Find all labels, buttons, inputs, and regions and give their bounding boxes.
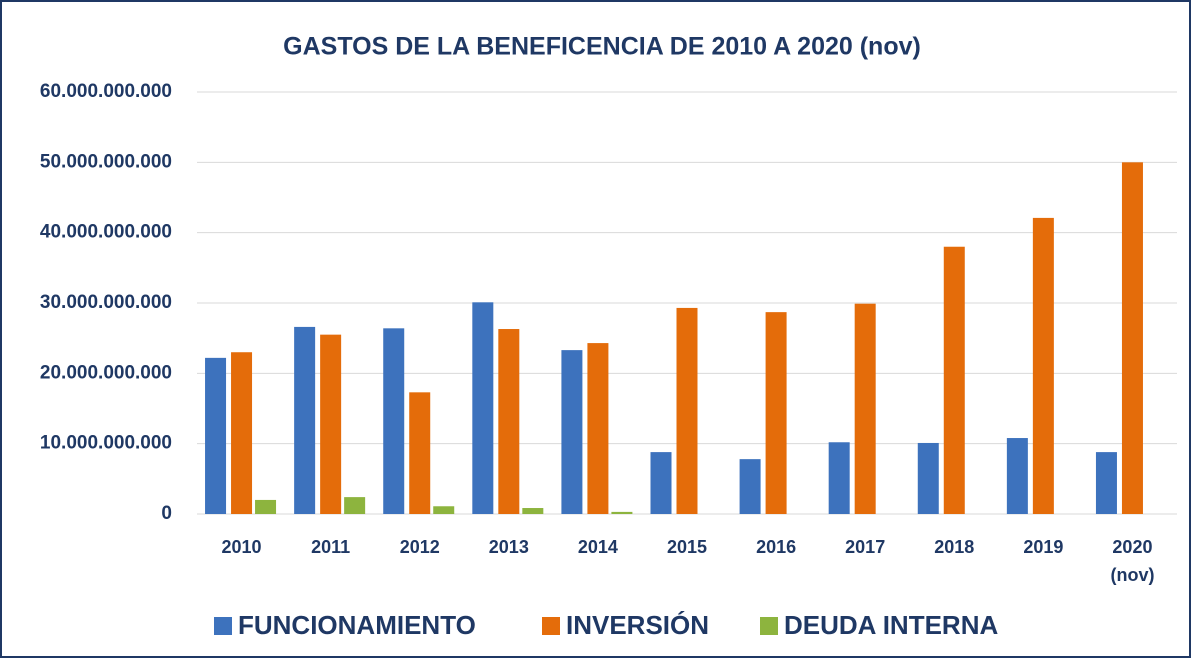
y-tick-label: 20.000.000.000: [40, 362, 172, 383]
y-tick-label: 60.000.000.000: [40, 81, 172, 102]
y-tick-label: 0: [161, 503, 172, 524]
bar: [854, 303, 876, 514]
bar: [231, 352, 253, 514]
bar: [205, 357, 227, 514]
bar: [344, 497, 366, 514]
y-tick-label: 40.000.000.000: [40, 222, 172, 243]
x-tick-label: 2018: [934, 537, 974, 557]
legend-swatch: [542, 617, 560, 635]
bar: [472, 302, 494, 514]
bar: [943, 246, 965, 514]
bar: [433, 506, 455, 514]
x-tick-label: 2015: [667, 537, 707, 557]
legend-swatch: [214, 617, 232, 635]
bar: [383, 328, 405, 514]
bar: [409, 392, 431, 514]
bar: [255, 499, 277, 514]
bar: [1032, 217, 1054, 514]
bar: [739, 459, 761, 514]
bar: [522, 508, 544, 514]
x-tick-label: 2017: [845, 537, 885, 557]
y-tick-label: 10.000.000.000: [40, 433, 172, 454]
x-tick-label: 2020 (nov): [1110, 537, 1154, 585]
x-tick-label: 2014: [578, 537, 618, 557]
bar: [611, 511, 633, 514]
legend-label: FUNCIONAMIENTO: [238, 610, 476, 640]
chart-title: GASTOS DE LA BENEFICENCIA DE 2010 A 2020…: [283, 33, 921, 61]
x-tick-label: 2010: [222, 537, 262, 557]
bar: [917, 442, 939, 514]
legend-swatch: [760, 617, 778, 635]
bar: [1121, 162, 1143, 515]
bar: [294, 326, 316, 514]
y-tick-label: 30.000.000.000: [40, 292, 172, 313]
bar: [320, 334, 342, 514]
bar: [765, 312, 787, 514]
bar: [561, 350, 583, 514]
bar: [587, 343, 609, 514]
x-tick-label: 2012: [400, 537, 440, 557]
bar: [828, 442, 850, 514]
x-tick-label: 2013: [489, 537, 529, 557]
legend-label: DEUDA INTERNA: [784, 610, 998, 640]
x-tick-label: 2011: [311, 537, 350, 557]
bar: [1095, 452, 1117, 514]
y-tick-label: 50.000.000.000: [40, 151, 172, 172]
bar: [676, 307, 698, 514]
legend-label: INVERSIÓN: [566, 610, 709, 640]
bar: [1006, 438, 1028, 514]
bar: [498, 329, 520, 514]
bar: [650, 452, 672, 514]
x-tick-label: 2019: [1023, 537, 1063, 557]
x-tick-label: 2016: [756, 537, 796, 557]
